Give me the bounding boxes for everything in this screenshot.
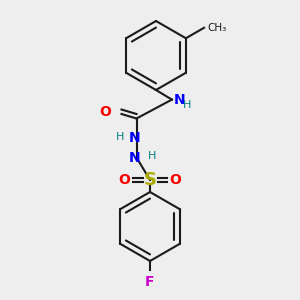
- Text: H: H: [116, 131, 124, 142]
- Text: H: H: [183, 100, 192, 110]
- Text: O: O: [169, 173, 181, 187]
- Text: N: N: [129, 131, 141, 145]
- Text: CH₃: CH₃: [207, 23, 226, 33]
- Text: N: N: [129, 151, 141, 164]
- Text: O: O: [99, 106, 111, 119]
- Text: S: S: [143, 171, 157, 189]
- Text: H: H: [148, 151, 156, 161]
- Text: O: O: [118, 173, 130, 187]
- Text: N: N: [173, 93, 185, 106]
- Text: F: F: [145, 274, 155, 289]
